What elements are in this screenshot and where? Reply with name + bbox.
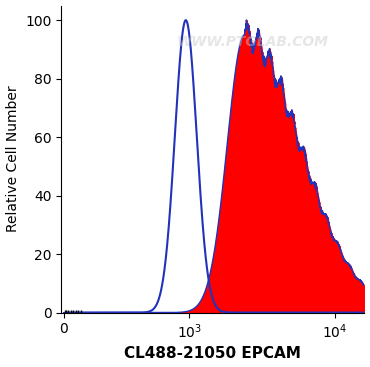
X-axis label: CL488-21050 EPCAM: CL488-21050 EPCAM: [124, 346, 301, 361]
Text: WWW.PTGLAB.COM: WWW.PTGLAB.COM: [176, 35, 328, 50]
Y-axis label: Relative Cell Number: Relative Cell Number: [6, 86, 20, 232]
